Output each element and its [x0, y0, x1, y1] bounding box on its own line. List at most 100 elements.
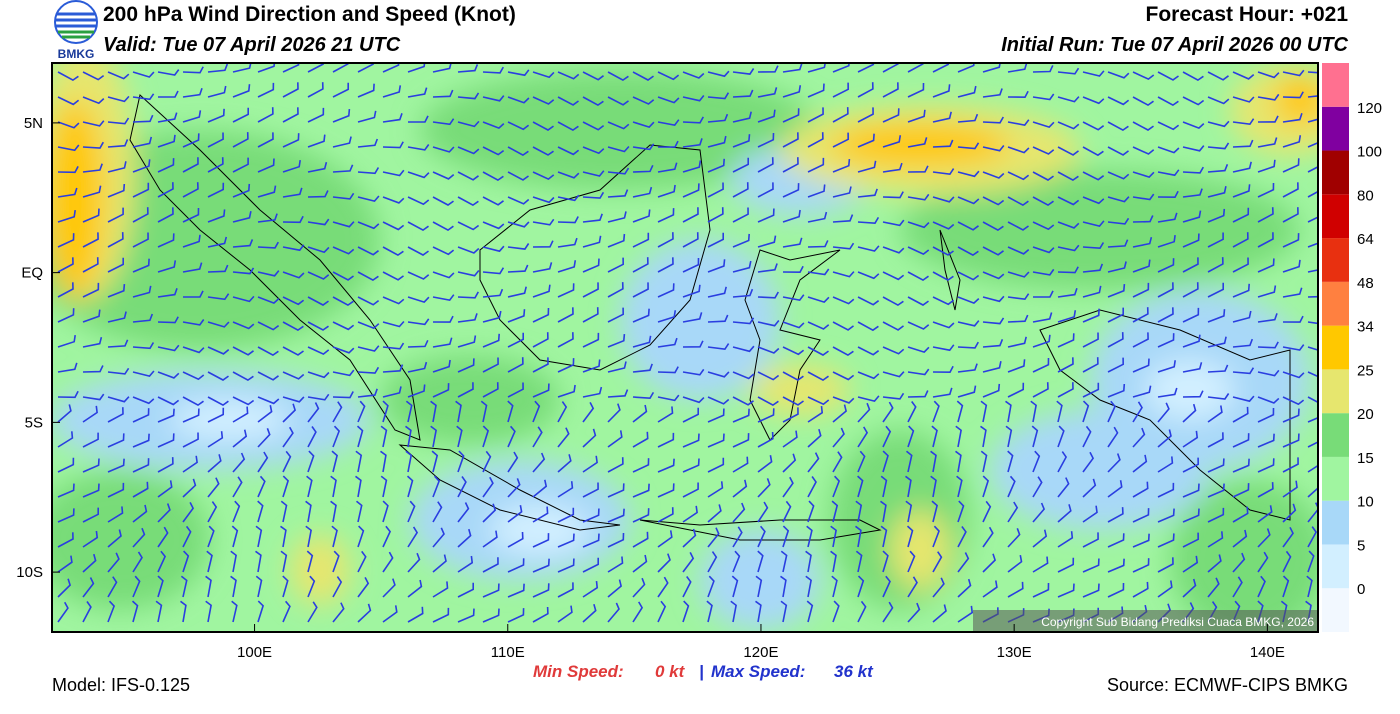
wind-barb: [107, 367, 130, 375]
wind-barb: [782, 453, 797, 473]
wind-barb: [657, 576, 669, 598]
wind-barb: [132, 285, 152, 298]
wind-barb: [157, 408, 175, 423]
wind-barb: [1057, 583, 1075, 598]
wind-barb: [857, 216, 880, 225]
wind-barb: [282, 321, 304, 332]
wind-barb: [1182, 257, 1199, 273]
wind-barb: [1232, 529, 1248, 548]
wind-barb: [57, 532, 74, 548]
wind-barb: [207, 293, 230, 301]
wind-barb: [782, 85, 802, 98]
wind-barb: [257, 451, 269, 473]
wind-barb: [357, 195, 380, 202]
wind-barb: [107, 339, 129, 348]
wind-barb: [1132, 558, 1150, 573]
wind-barb: [1282, 408, 1300, 423]
lon-tick-label: 110E: [491, 644, 525, 661]
wind-barb: [257, 158, 275, 173]
wind-barb: [682, 232, 699, 248]
wind-barb: [1157, 387, 1178, 398]
wind-barb: [882, 601, 894, 623]
wind-barb: [357, 366, 380, 374]
wind-barb: [982, 475, 990, 498]
wind-barb: [482, 95, 505, 102]
colorbar-bin: [1322, 150, 1349, 195]
wind-barb: [682, 340, 704, 348]
wind-barb: [857, 475, 864, 498]
wind-barb: [1307, 141, 1318, 148]
wind-barb: [482, 503, 497, 523]
wind-barb: [1132, 236, 1153, 248]
wind-barb: [657, 394, 680, 402]
wind-barb: [432, 527, 445, 548]
wind-barb: [907, 271, 929, 282]
wind-barb: [382, 196, 405, 204]
wind-barb: [1232, 184, 1251, 198]
wind-barb: [82, 309, 101, 323]
wind-barb: [757, 525, 766, 548]
wind-barb: [482, 245, 505, 253]
wind-barb: [1107, 332, 1124, 348]
wind-barb: [1107, 453, 1121, 473]
wind-barb: [1007, 475, 1016, 498]
wind-barb: [482, 66, 504, 74]
wind-barb: [307, 575, 316, 598]
wind-barb: [1082, 308, 1100, 323]
wind-barb: [82, 141, 104, 149]
wind-barb: [182, 234, 201, 248]
wind-barb: [632, 282, 649, 298]
wind-barb: [557, 96, 579, 106]
wind-barb: [807, 157, 825, 173]
wind-barb: [607, 556, 624, 573]
wind-barb: [807, 428, 822, 448]
wind-barb: [407, 87, 428, 98]
wind-barb: [1257, 93, 1280, 101]
wind-barb: [805, 550, 812, 573]
wind-barb: [1057, 146, 1079, 156]
wind-barb: [857, 371, 880, 380]
wind-barb: [857, 426, 869, 448]
wind-barb: [382, 271, 404, 281]
wind-speed-field: Copyright Sub Bidang Prediksi Cuaca BMKG…: [52, 63, 1318, 632]
wind-barb: [1082, 357, 1099, 373]
wind-barb: [982, 361, 1002, 373]
wind-barb: [607, 508, 625, 523]
wind-barb: [957, 85, 977, 98]
wind-barb: [730, 600, 737, 623]
wind-barb: [557, 507, 575, 523]
wind-barb: [932, 525, 940, 548]
wind-barb: [1207, 458, 1225, 473]
wind-barb: [932, 271, 954, 282]
wind-barb: [207, 407, 225, 423]
wind-barb: [732, 345, 755, 353]
wind-barb: [1257, 433, 1275, 448]
wind-barb: [1030, 400, 1037, 423]
wind-barb: [57, 257, 74, 273]
wind-barb: [632, 232, 650, 248]
wind-barb: [1232, 207, 1250, 223]
wind-barb: [407, 384, 426, 398]
wind-barb: [707, 371, 730, 378]
wind-barb: [905, 500, 913, 523]
wind-barb: [582, 533, 600, 548]
wind-barb: [732, 433, 750, 448]
wind-barb: [206, 550, 213, 573]
wind-barb: [857, 296, 880, 306]
wind-barb: [707, 92, 730, 100]
wind-barb: [1056, 400, 1063, 423]
wind-barb: [632, 431, 649, 448]
wind-barb: [332, 369, 355, 377]
wind-barb: [657, 483, 675, 498]
wind-barb: [782, 157, 799, 173]
wind-barb: [857, 133, 875, 148]
wind-barb: [1232, 576, 1243, 598]
logo: BMKG: [54, 0, 98, 61]
wind-barb: [1257, 71, 1280, 79]
wind-barb: [830, 525, 837, 548]
wind-barb: [432, 89, 454, 98]
wind-barb: [1005, 425, 1013, 448]
wind-barb: [1257, 407, 1275, 423]
wind-barb: [157, 457, 174, 473]
wind-barb: [582, 121, 605, 131]
